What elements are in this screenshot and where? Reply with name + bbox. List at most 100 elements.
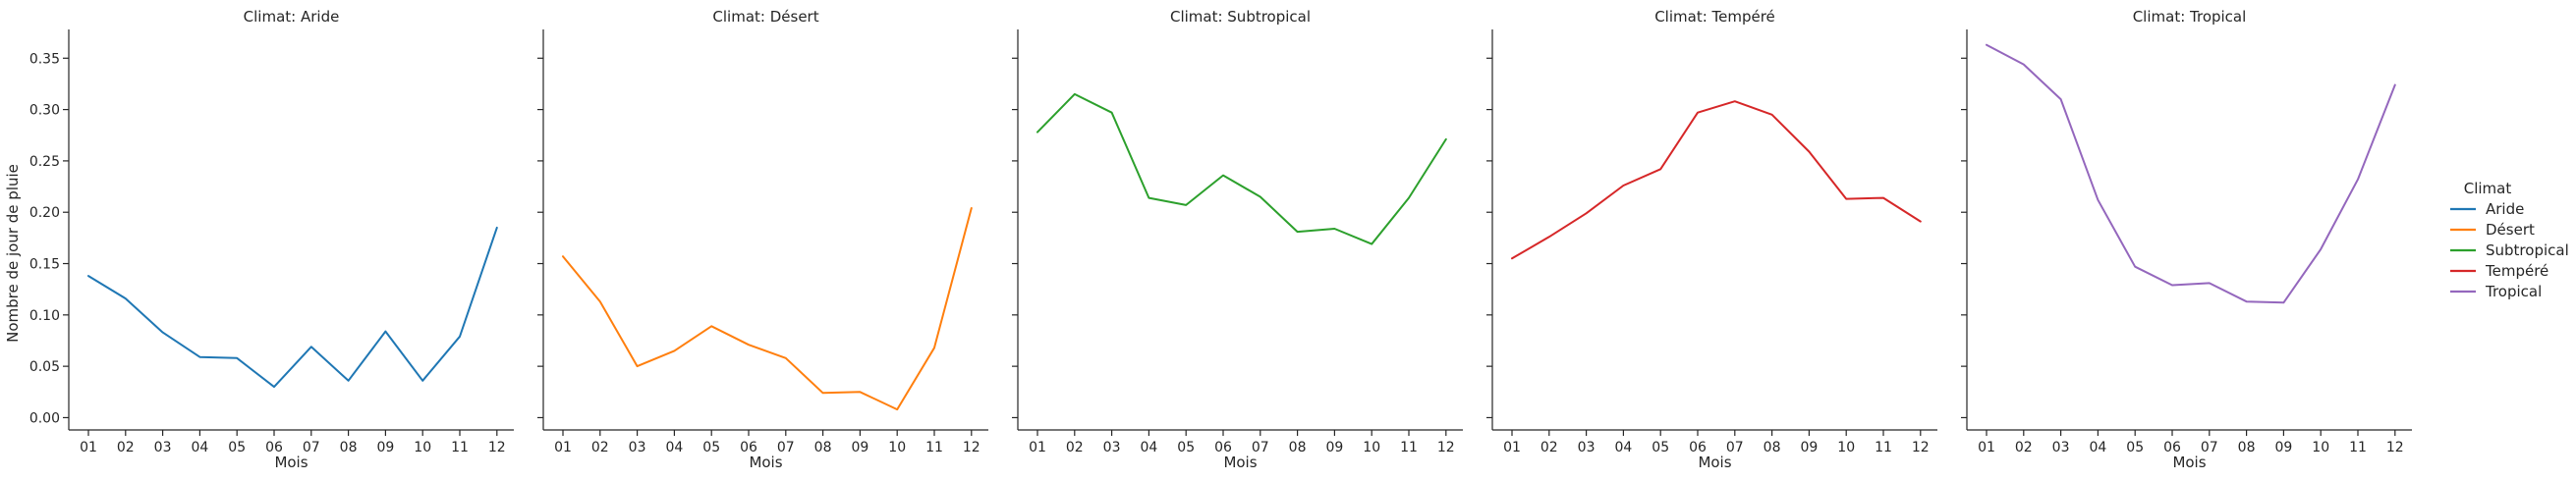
x-tick-label: 10 xyxy=(414,440,431,455)
panel-title: Climat: Aride xyxy=(244,8,340,26)
x-tick-label: 08 xyxy=(2238,440,2256,455)
panel-désert: Climat: Désert 01 02 03 04 05 06 07 08 09 10 11 12 Mo… xyxy=(537,8,988,471)
panel-title: Climat: Tempéré xyxy=(1654,8,1775,26)
x-tick-label: 10 xyxy=(1363,440,1380,455)
x-tick-label: 11 xyxy=(1875,440,1892,455)
x-tick-label: 11 xyxy=(925,440,943,455)
series-line-subtropical xyxy=(1036,92,1447,245)
x-tick-label: 05 xyxy=(2126,440,2144,455)
y-tick-label: 0.35 xyxy=(29,51,60,67)
x-tick-label: 10 xyxy=(2312,440,2329,455)
x-tick-label: 07 xyxy=(2201,440,2218,455)
y-tick-label: 0.00 xyxy=(29,410,60,426)
legend: Climat Aride Désert Subtropical Tempéré Trop… xyxy=(2450,180,2569,300)
x-tick-label: 06 xyxy=(265,440,283,455)
panel-subtropical: Climat: Subtropical 01 02 03 04 05 06 07 08 09 10 1… xyxy=(1012,8,1463,471)
x-tick-label: 06 xyxy=(740,440,757,455)
series-line-désert xyxy=(562,207,973,411)
x-tick-label: 12 xyxy=(963,440,980,455)
x-tick-label: 03 xyxy=(1103,440,1121,455)
panel-title: Climat: Subtropical xyxy=(1170,8,1311,26)
x-tick-label: 11 xyxy=(1400,440,1418,455)
x-tick-label: 01 xyxy=(80,440,97,455)
x-tick-label: 11 xyxy=(2349,440,2367,455)
x-tick-label: 05 xyxy=(228,440,246,455)
x-axis-label: Mois xyxy=(1223,454,1257,471)
x-tick-label: 02 xyxy=(1066,440,1084,455)
legend-item: Subtropical xyxy=(2450,241,2569,259)
legend-item: Tropical xyxy=(2450,283,2542,300)
x-tick-label: 12 xyxy=(1437,440,1455,455)
x-tick-label: 04 xyxy=(2089,440,2106,455)
x-tick-label: 06 xyxy=(2163,440,2181,455)
panel-tempéré: Climat: Tempéré 01 02 03 04 05 06 07 08 09 10 11 12 M… xyxy=(1486,8,1937,471)
x-tick-label: 05 xyxy=(1177,440,1195,455)
x-tick-label: 11 xyxy=(451,440,469,455)
x-axis-label: Mois xyxy=(2172,454,2206,471)
x-tick-label: 02 xyxy=(117,440,135,455)
x-axis-label: Mois xyxy=(274,454,308,471)
legend-item: Aride xyxy=(2450,200,2524,218)
x-tick-label: 04 xyxy=(665,440,683,455)
y-tick-label: 0.25 xyxy=(29,154,60,170)
y-tick-label: 0.20 xyxy=(29,205,60,221)
chart-panels: Climat: Aride 0.00 0.05 0.10 0.15 0.20 0.25 0.3… xyxy=(29,8,2412,471)
y-tick-label: 0.30 xyxy=(29,103,60,119)
x-tick-label: 01 xyxy=(1978,440,1995,455)
x-tick-label: 04 xyxy=(191,440,208,455)
legend-items: Aride Désert Subtropical Tempéré Tropical xyxy=(2450,200,2569,300)
legend-item: Tempéré xyxy=(2450,262,2548,280)
x-tick-label: 01 xyxy=(554,440,572,455)
x-tick-label: 03 xyxy=(629,440,646,455)
x-tick-label: 03 xyxy=(1578,440,1596,455)
y-axis-label: Nombre de jour de pluie xyxy=(4,164,22,343)
x-axis-label: Mois xyxy=(749,454,782,471)
panel-title: Climat: Tropical xyxy=(2133,8,2247,26)
x-axis-label: Mois xyxy=(1698,454,1731,471)
x-tick-label: 12 xyxy=(2386,440,2404,455)
x-tick-label: 04 xyxy=(1140,440,1157,455)
legend-label: Désert xyxy=(2486,221,2535,239)
x-tick-label: 02 xyxy=(591,440,609,455)
legend-label: Subtropical xyxy=(2486,241,2569,259)
x-tick-label: 08 xyxy=(1764,440,1781,455)
x-tick-label: 02 xyxy=(2015,440,2033,455)
x-tick-label: 05 xyxy=(1652,440,1669,455)
panel-tropical: Climat: Tropical 01 02 03 04 05 06 07 08 09 10 11 12… xyxy=(1961,8,2412,471)
x-tick-label: 07 xyxy=(777,440,795,455)
x-tick-label: 04 xyxy=(1614,440,1632,455)
x-tick-label: 01 xyxy=(1029,440,1046,455)
x-tick-label: 10 xyxy=(888,440,906,455)
x-tick-label: 07 xyxy=(1252,440,1269,455)
legend-label: Tropical xyxy=(2485,283,2542,300)
x-tick-label: 10 xyxy=(1837,440,1855,455)
x-tick-label: 08 xyxy=(814,440,832,455)
panel-aride: Climat: Aride 0.00 0.05 0.10 0.15 0.20 0.25 0.3… xyxy=(29,8,514,471)
legend-label: Tempéré xyxy=(2485,262,2548,280)
y-tick-label: 0.05 xyxy=(29,359,60,375)
x-tick-label: 09 xyxy=(2274,440,2292,455)
y-tick-label: 0.10 xyxy=(29,308,60,324)
x-tick-label: 07 xyxy=(1726,440,1744,455)
series-line-tropical xyxy=(1986,43,2396,304)
legend-title: Climat xyxy=(2464,180,2512,197)
series-line-aride xyxy=(87,226,498,389)
y-tick-label: 0.15 xyxy=(29,257,60,273)
x-tick-label: 12 xyxy=(488,440,506,455)
x-tick-label: 03 xyxy=(2052,440,2070,455)
legend-label: Aride xyxy=(2486,200,2524,218)
x-tick-label: 09 xyxy=(851,440,868,455)
x-tick-label: 02 xyxy=(1540,440,1558,455)
x-tick-label: 08 xyxy=(1289,440,1307,455)
panel-title: Climat: Désert xyxy=(712,8,818,26)
x-tick-label: 06 xyxy=(1689,440,1707,455)
x-tick-label: 09 xyxy=(1800,440,1818,455)
x-tick-label: 12 xyxy=(1912,440,1930,455)
x-tick-label: 07 xyxy=(303,440,320,455)
x-tick-label: 08 xyxy=(340,440,358,455)
x-tick-label: 09 xyxy=(376,440,394,455)
x-tick-label: 01 xyxy=(1503,440,1521,455)
x-tick-label: 05 xyxy=(702,440,720,455)
x-tick-label: 09 xyxy=(1325,440,1343,455)
